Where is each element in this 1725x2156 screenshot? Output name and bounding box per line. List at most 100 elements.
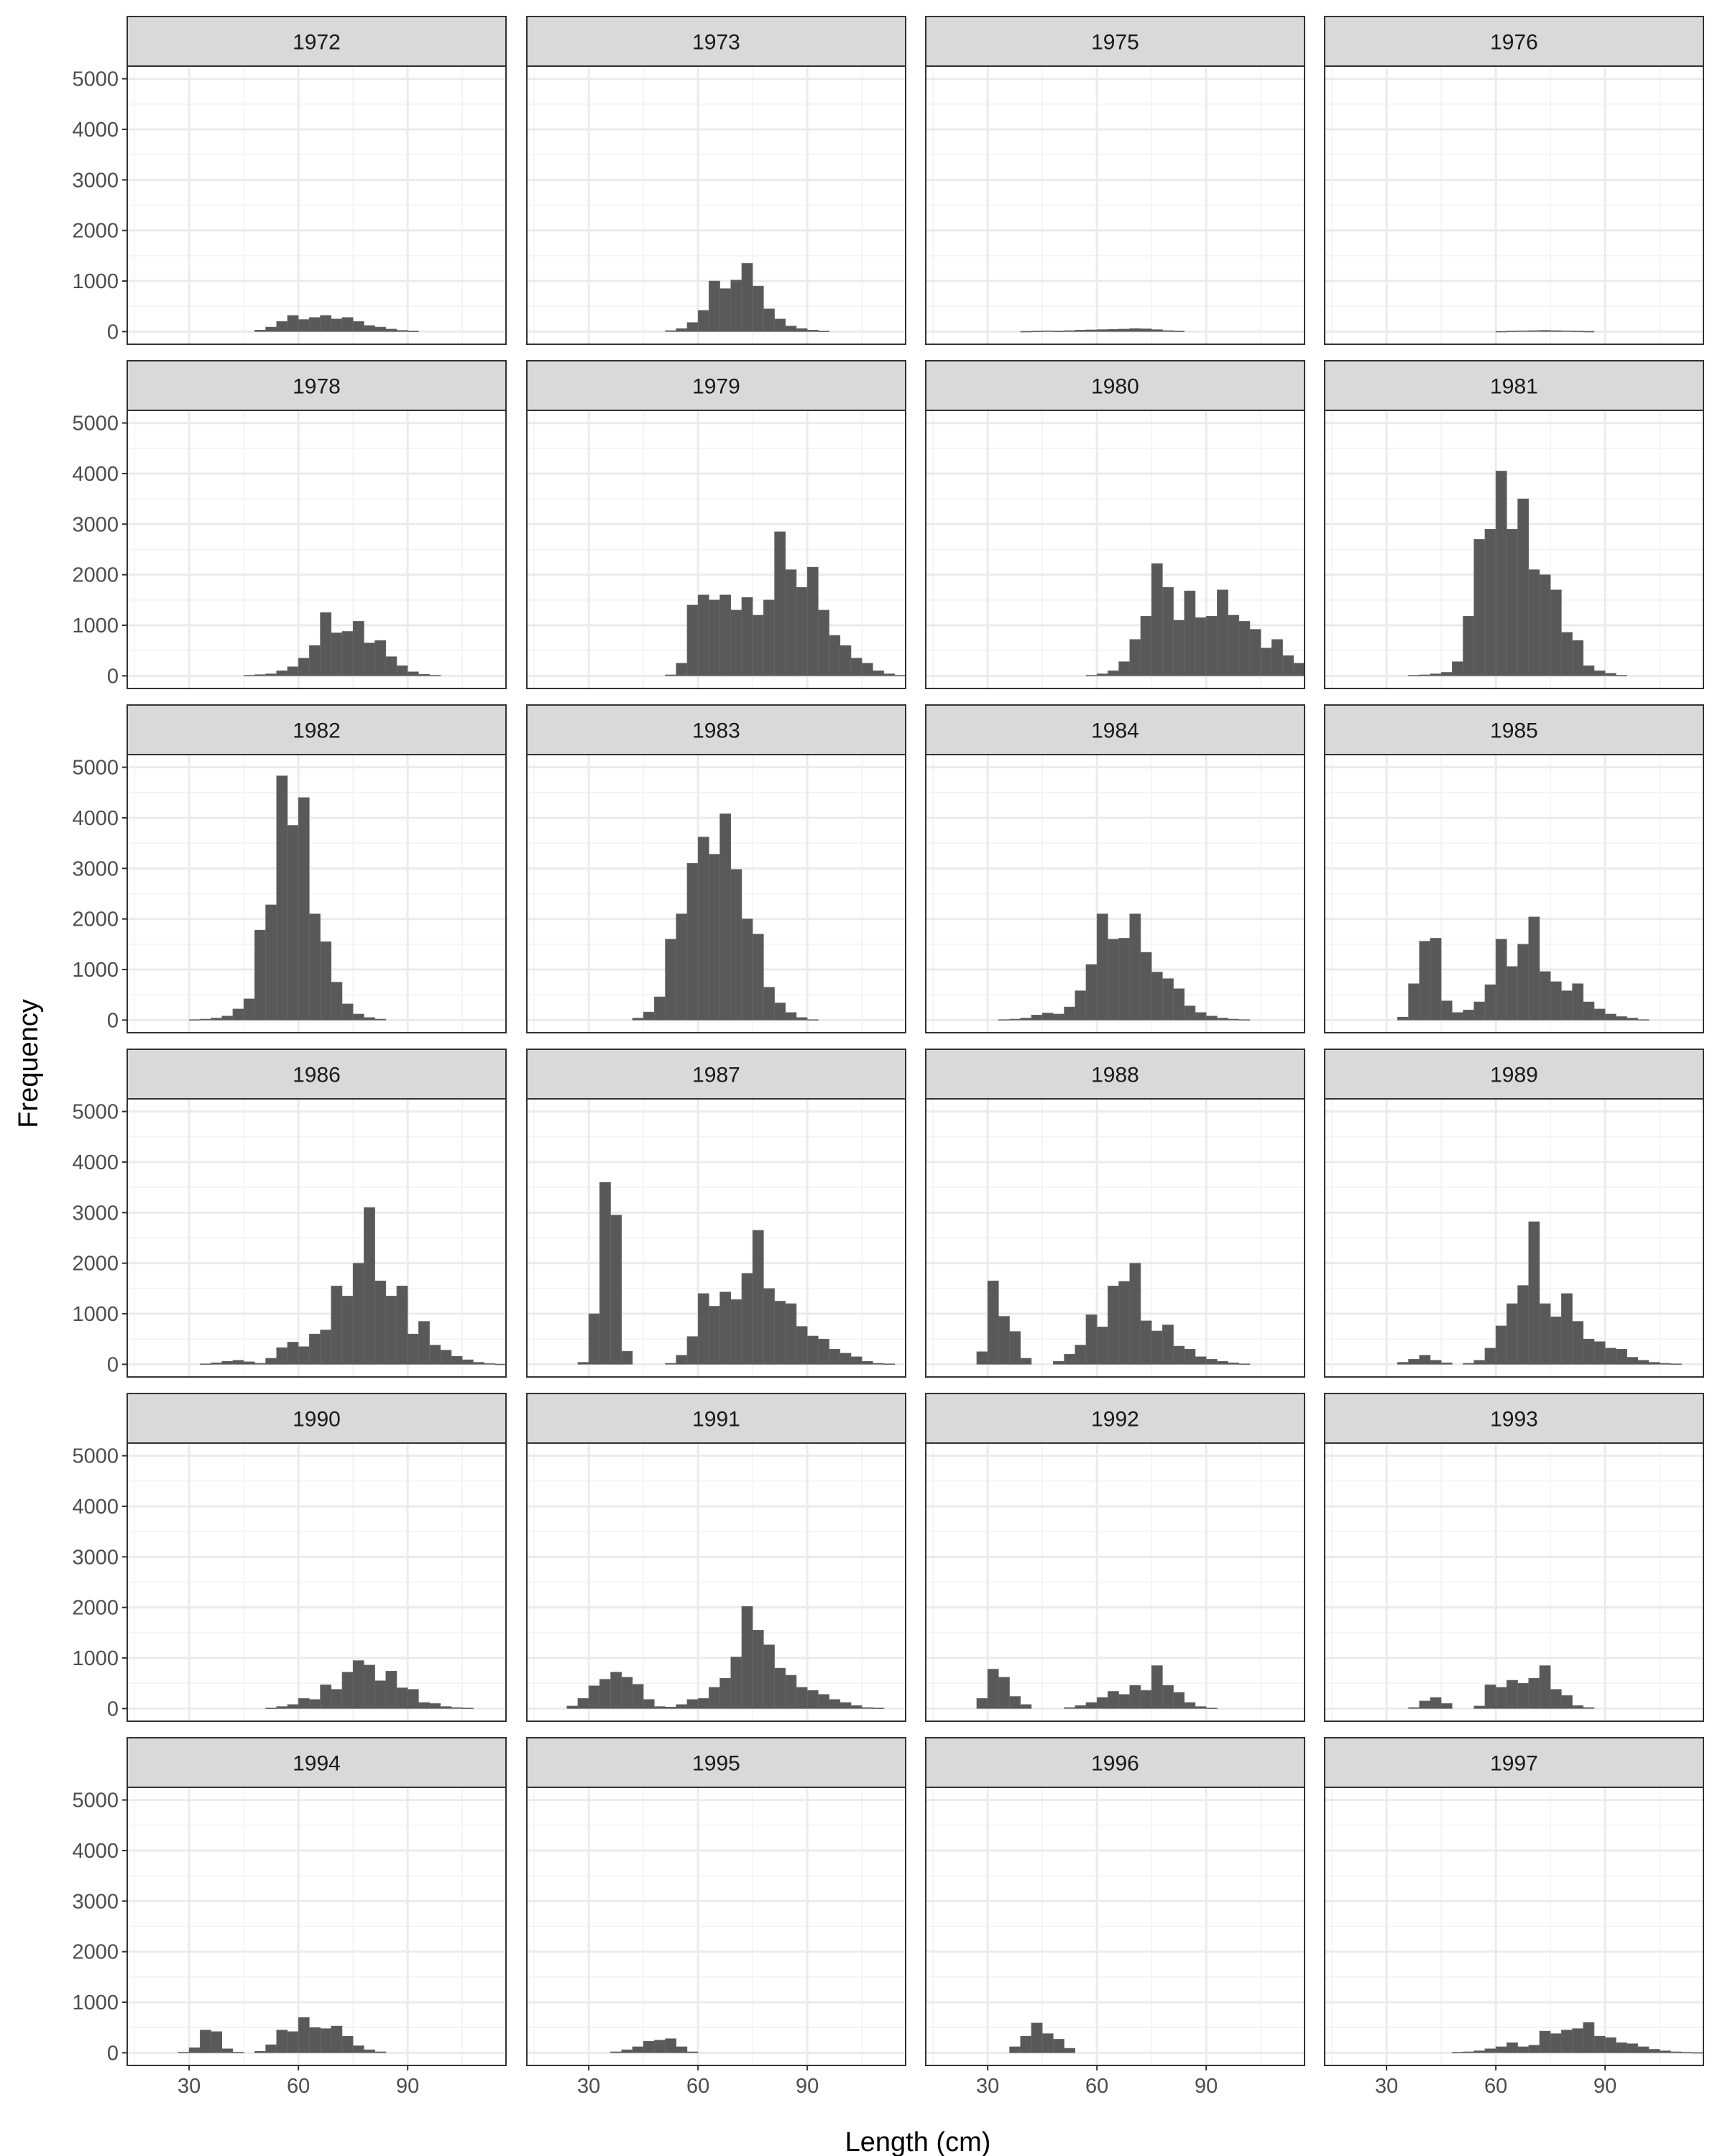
histogram-bar: [719, 1291, 732, 1365]
histogram-bar: [1550, 1689, 1562, 1709]
histogram-bar: [352, 1013, 364, 1021]
histogram-bar: [1151, 1665, 1163, 1709]
histogram-bar: [1108, 1286, 1119, 1365]
facet-strip: [526, 360, 906, 411]
histogram-bar: [352, 2045, 364, 2053]
panel-border: [925, 754, 1305, 1033]
histogram-bar: [1495, 331, 1507, 333]
histogram-bar: [665, 1363, 677, 1365]
histogram-bar: [1096, 1327, 1108, 1365]
panel-border: [526, 1098, 906, 1378]
panel-border: [1324, 754, 1704, 1033]
histogram-bar: [1205, 1359, 1218, 1365]
histogram-bar: [1108, 328, 1119, 332]
histogram-bar: [1205, 1708, 1218, 1710]
histogram-bar: [265, 1708, 277, 1710]
histogram-bar: [461, 1708, 474, 1710]
histogram-bar: [1659, 1363, 1671, 1365]
histogram-bar: [1162, 586, 1174, 676]
facet-strip-label: 1995: [692, 1752, 740, 1776]
facet-strip-label: 1987: [692, 1064, 740, 1087]
facet-strip-label: 1979: [692, 375, 740, 399]
histogram-bar: [806, 566, 819, 676]
histogram-bar: [331, 1689, 343, 1709]
y-tick-label: 4000: [72, 1496, 119, 1519]
histogram-bar: [1162, 1685, 1174, 1709]
histogram-bar: [364, 1664, 375, 1709]
histogram-bar: [1053, 1360, 1064, 1365]
histogram-bar: [1173, 1692, 1185, 1709]
histogram-bar: [1604, 673, 1616, 676]
histogram-bar: [1184, 1349, 1196, 1365]
gridlines: [127, 755, 506, 1033]
histogram-bar: [396, 1286, 408, 1365]
facet-panel-1993: 1993: [1324, 1393, 1704, 1722]
histogram-bar: [1506, 966, 1518, 1021]
histogram-bar: [1583, 1338, 1595, 1365]
histogram-bars: [1495, 330, 1595, 333]
y-tick-label: 4000: [72, 1840, 119, 1863]
y-tick-label: 1000: [72, 1647, 119, 1670]
histogram-bar: [232, 1008, 244, 1021]
histogram-bar: [763, 1288, 775, 1365]
y-tick-label: 3000: [72, 513, 119, 536]
histogram-bar: [1550, 1316, 1562, 1365]
histogram-bar: [1473, 1360, 1486, 1365]
histogram-bar: [741, 597, 753, 676]
histogram-bars: [243, 612, 441, 677]
histogram-bar: [665, 674, 677, 676]
panel-border: [126, 1098, 507, 1378]
facet-strip: [1324, 1049, 1704, 1100]
histogram-bar: [451, 1355, 463, 1365]
panel-border: [126, 65, 507, 345]
x-tick-label: 60: [287, 2075, 310, 2098]
panel-border: [526, 1787, 906, 2066]
histogram-bars: [1408, 1665, 1595, 1709]
histogram-bar: [709, 1687, 720, 1709]
histogram-bar: [374, 326, 387, 332]
histogram-bar: [1539, 2030, 1551, 2053]
histogram-bar: [374, 2051, 387, 2053]
histogram-bar: [1195, 1356, 1207, 1365]
histogram-bar: [1484, 984, 1496, 1021]
histogram-bar: [1020, 1704, 1032, 1709]
panel-border: [1324, 1787, 1704, 2066]
histogram-bar: [686, 2051, 699, 2053]
histogram-bar: [1031, 331, 1043, 333]
histogram-bar: [697, 837, 709, 1021]
gridlines: [926, 66, 1305, 344]
histogram-bar: [1528, 1221, 1540, 1365]
histogram-bar: [796, 1017, 808, 1021]
facet-panel-1996: 1996: [925, 1737, 1305, 2066]
facet-panel-1979: 1979: [526, 360, 906, 689]
histogram-bar: [987, 1281, 999, 1365]
x-axis-ticks: 30 60 90 30 60 90 30 60 90 30 60 90: [178, 2065, 1616, 2098]
histogram-bar: [796, 1326, 808, 1365]
histogram-bar: [709, 599, 720, 676]
histogram-bar: [686, 604, 699, 676]
histogram-bar: [1195, 617, 1207, 676]
histogram-bar: [1129, 913, 1141, 1021]
histogram-bar: [309, 913, 321, 1021]
histogram-bar: [1096, 329, 1108, 332]
histogram-bar: [632, 1018, 644, 1021]
histogram-bar: [850, 1356, 862, 1365]
histogram-bar: [1539, 574, 1551, 676]
panel-border: [126, 1787, 507, 2066]
histogram-bar: [850, 1705, 862, 1709]
y-tick-label: 5000: [72, 1101, 119, 1124]
gridlines: [1325, 1787, 1703, 2065]
facet-strip: [526, 704, 906, 755]
facet-panel-1988: 1988: [925, 1049, 1305, 1378]
histogram-bar: [1020, 2035, 1032, 2053]
histogram-bar: [309, 645, 321, 676]
facet-panel-1991: 1991: [526, 1393, 906, 1722]
histogram-bars: [566, 1606, 884, 1710]
histogram-bars: [665, 263, 829, 333]
histogram-bar: [1162, 978, 1174, 1021]
y-tick-label: 4000: [72, 119, 119, 142]
gridlines: [1325, 1443, 1703, 1721]
histogram-bar: [976, 1698, 988, 1709]
x-tick-label: 30: [178, 2075, 201, 2098]
histogram-bars: [665, 531, 906, 677]
